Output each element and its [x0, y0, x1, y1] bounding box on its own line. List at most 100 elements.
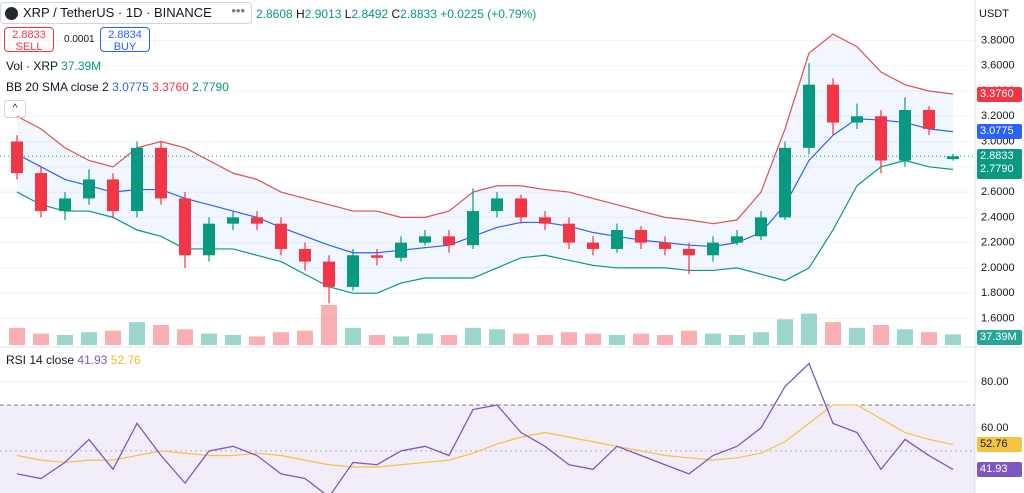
- rsi-tick-label: 60.00: [981, 422, 1009, 434]
- volume-bar: [465, 327, 481, 345]
- rsi-band: [0, 404, 975, 493]
- volume-bar: [57, 335, 73, 345]
- buy-price: 2.8834: [108, 29, 142, 41]
- volume-bar: [273, 332, 289, 345]
- candle-body: [107, 179, 119, 212]
- open-value: 2.8608: [256, 7, 293, 21]
- volume-bar: [633, 333, 649, 345]
- candle-body: [827, 84, 839, 123]
- candle-body: [203, 223, 215, 256]
- candle-body: [443, 236, 455, 246]
- bb-title: BB 20 SMA close 2: [6, 80, 109, 94]
- candle-body: [227, 217, 239, 224]
- volume-tag: 37.39M: [977, 329, 1022, 345]
- candle-body: [707, 242, 719, 256]
- close-value: 2.8833: [400, 7, 437, 21]
- volume-bar: [777, 319, 793, 345]
- volume-bar: [657, 335, 673, 345]
- candle-body: [731, 236, 743, 243]
- y-tick-label: 3.2000: [981, 110, 1015, 122]
- candle-body: [467, 211, 479, 246]
- bb-upper-value: 3.3760: [152, 80, 189, 94]
- rsi-ma: [16, 404, 954, 468]
- ohlc-readout: O2.8608 H2.9013 L2.8492 C2.8833 +0.0225 …: [256, 7, 536, 21]
- rsi-tick-label: 80.00: [981, 376, 1009, 388]
- volume-bar: [369, 335, 385, 345]
- rsi-title: RSI 14 close: [6, 353, 75, 367]
- volume-bar: [201, 333, 217, 345]
- y-tick-label: 2.2000: [981, 237, 1015, 249]
- candle-body: [779, 147, 791, 218]
- candle-body: [539, 217, 551, 224]
- bb-fill: [17, 34, 953, 294]
- volume-bar: [705, 333, 721, 345]
- volume-bar: [225, 335, 241, 345]
- candle-body: [947, 156, 959, 160]
- bb-middle-value: 3.0775: [112, 80, 149, 94]
- symbol-title: XRP / TetherUS · 1D · BINANCE: [23, 5, 212, 20]
- volume-bar: [921, 332, 937, 345]
- volume-bar: [393, 336, 409, 345]
- volume-bar: [129, 322, 145, 345]
- rsi-ma-tag: 52.76: [977, 437, 1022, 453]
- candle-body: [299, 248, 311, 262]
- volume-bar: [849, 327, 865, 345]
- bb-upper: [16, 33, 954, 225]
- spread: 0.0001: [64, 34, 95, 45]
- ohlc-label: C: [391, 7, 401, 21]
- rsi-ma-value: 52.76: [110, 353, 141, 367]
- candle-body: [803, 84, 815, 148]
- more-menu[interactable]: •••: [231, 3, 245, 18]
- rsi-legend: RSI 14 close 41.93 52.76: [6, 353, 141, 367]
- y-tick-label: 2.0000: [981, 262, 1015, 274]
- volume-value: 37.39M: [61, 59, 102, 73]
- bb-lower: [16, 159, 954, 294]
- candle-body: [347, 255, 359, 287]
- candle-body: [635, 230, 647, 243]
- symbol-box[interactable]: XRP / TetherUS · 1D · BINANCE •••: [0, 2, 252, 24]
- volume-bar: [297, 330, 313, 345]
- candle-body: [59, 198, 71, 212]
- candle-body: [395, 242, 407, 258]
- buy-button[interactable]: 2.8834 BUY: [100, 27, 150, 53]
- volume-bar: [513, 333, 529, 345]
- volume-bar: [417, 333, 433, 345]
- volume-bar: [489, 329, 505, 345]
- volume-bar: [585, 333, 601, 345]
- rsi-tag: 41.93: [977, 461, 1022, 477]
- price-tag: 2.8833: [977, 148, 1022, 164]
- candle-body: [563, 223, 575, 243]
- candle-body: [83, 179, 95, 199]
- candle-body: [251, 217, 263, 224]
- volume-bar: [177, 329, 193, 345]
- volume-bar: [825, 322, 841, 345]
- candle-body: [323, 261, 335, 287]
- volume-title: Vol · XRP: [6, 59, 58, 73]
- volume-bar: [897, 329, 913, 345]
- currency[interactable]: USDT: [979, 8, 1009, 20]
- volume-bar: [321, 305, 337, 345]
- candle-body: [11, 141, 23, 174]
- sell-button[interactable]: 2.8833 SELL: [4, 27, 54, 53]
- change: +0.0225 (+0.79%): [440, 7, 537, 21]
- candle-body: [275, 223, 287, 249]
- volume-bar: [729, 335, 745, 345]
- collapse-button[interactable]: ^: [4, 100, 26, 118]
- y-tick-label: 2.6000: [981, 186, 1015, 198]
- volume-bar: [105, 330, 121, 345]
- bb-lower-value: 2.7790: [192, 80, 229, 94]
- candle-body: [155, 147, 167, 199]
- candle-body: [35, 173, 47, 212]
- bb-lower-tag: 2.7790: [977, 161, 1022, 177]
- volume-bar: [681, 330, 697, 345]
- volume-bar: [873, 325, 889, 345]
- candle-body: [659, 242, 671, 249]
- y-tick-label: 3.6000: [981, 60, 1015, 72]
- volume-bar: [33, 333, 49, 345]
- candle-body: [875, 116, 887, 161]
- volume-bar: [9, 327, 25, 345]
- y-tick-label: 1.8000: [981, 287, 1015, 299]
- volume-bar: [945, 334, 961, 345]
